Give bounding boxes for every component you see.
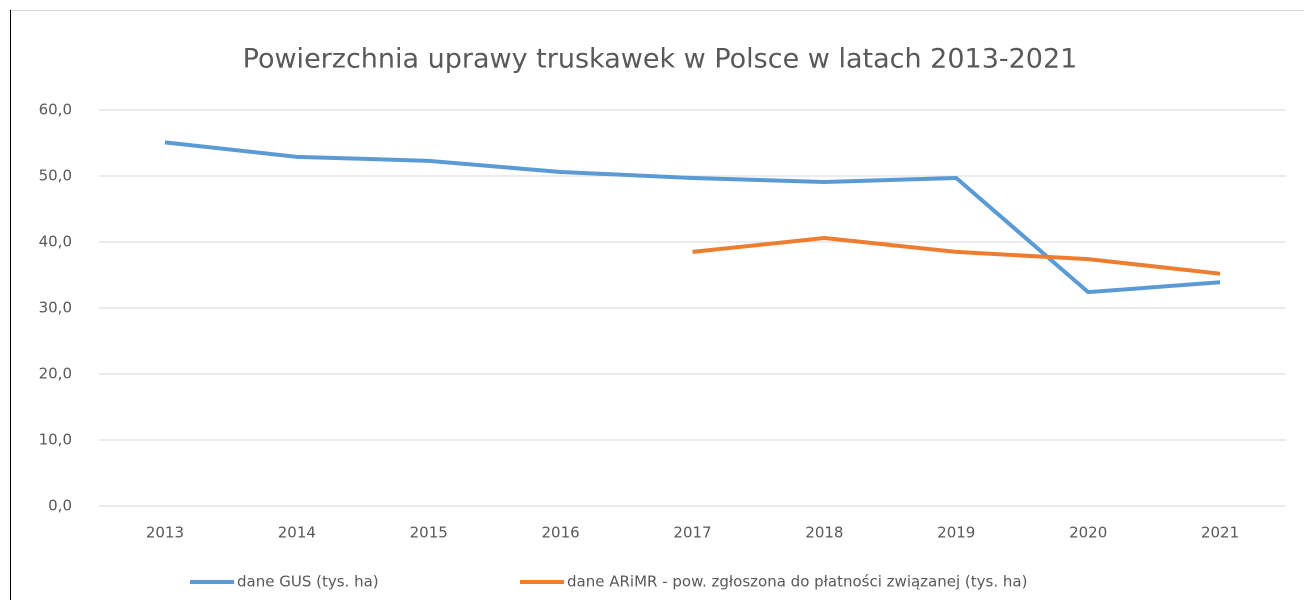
x-tick-label: 2019 xyxy=(937,524,975,542)
x-tick-label: 2014 xyxy=(278,524,316,542)
x-tick-label: 2013 xyxy=(146,524,184,542)
legend-label: dane ARiMR - pow. zgłoszona do płatności… xyxy=(567,573,1027,591)
x-tick-label: 2015 xyxy=(410,524,448,542)
x-tick-label: 2021 xyxy=(1201,524,1239,542)
chart-frame xyxy=(10,10,1304,600)
y-tick-label: 10,0 xyxy=(39,431,72,449)
series-line xyxy=(164,140,1221,295)
y-tick-label: 60,0 xyxy=(39,101,72,119)
chart-title: Powierzchnia uprawy truskawek w Polsce w… xyxy=(243,44,1078,75)
y-tick-label: 40,0 xyxy=(39,233,72,251)
x-tick-label: 2020 xyxy=(1069,524,1107,542)
legend-label: dane GUS (tys. ha) xyxy=(237,573,379,591)
series-line xyxy=(692,236,1221,276)
x-tick-label: 2017 xyxy=(673,524,711,542)
x-tick-label: 2018 xyxy=(805,524,843,542)
y-tick-label: 20,0 xyxy=(39,365,72,383)
y-tick-label: 50,0 xyxy=(39,167,72,185)
y-tick-label: 0,0 xyxy=(48,497,72,515)
x-tick-label: 2016 xyxy=(542,524,580,542)
y-tick-label: 30,0 xyxy=(39,299,72,317)
